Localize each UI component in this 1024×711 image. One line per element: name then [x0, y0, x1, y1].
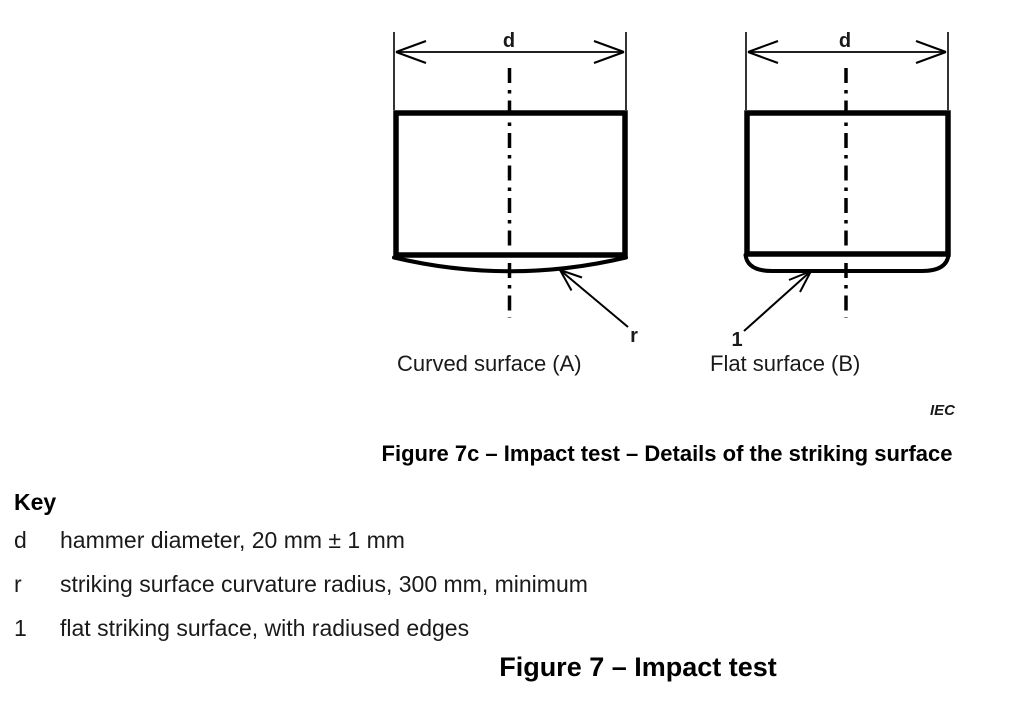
figure-7-title: Figure 7 – Impact test: [499, 652, 777, 682]
leader-arrow-r: [559, 269, 629, 328]
impact-test-drawing: d r: [392, 30, 951, 351]
hammer-a-drawing: d r: [392, 30, 638, 347]
pointer-label-r: r: [630, 325, 638, 347]
key-item-1: 1 flat striking surface, with radiused e…: [14, 615, 914, 645]
caption-flat-surface: Flat surface (B): [710, 351, 861, 376]
dim-arrowhead-left-b: [747, 40, 779, 64]
dimension-label-b: d: [839, 30, 851, 52]
hammer-b-drawing: d 1: [731, 30, 951, 351]
dimension-label-a: d: [503, 30, 515, 52]
key-description-1: flat striking surface, with radiused edg…: [60, 615, 470, 641]
caption-curved-surface: Curved surface (A): [397, 351, 582, 376]
leader-arrow-1: [743, 270, 812, 332]
key-description-d: hammer diameter, 20 mm ± 1 mm: [60, 527, 405, 553]
dim-arrowhead-right-b: [915, 40, 947, 64]
iec-source-label: IEC: [929, 402, 955, 419]
key-item-r: r striking surface curvature radius, 300…: [14, 571, 914, 601]
key-item-d: d hammer diameter, 20 mm ± 1 mm: [14, 527, 914, 557]
pointer-label-1: 1: [731, 329, 742, 351]
key-symbol-r: r: [14, 571, 22, 597]
figure-7c-caption: Figure 7c – Impact test – Details of the…: [381, 441, 953, 466]
dim-arrowhead-left-a: [395, 40, 427, 64]
dim-arrowhead-right-a: [593, 40, 625, 64]
key-symbol-d: d: [14, 527, 27, 553]
key-description-r: striking surface curvature radius, 300 m…: [60, 571, 588, 597]
key-symbol-1: 1: [14, 615, 27, 641]
key-heading: Key: [14, 489, 57, 515]
